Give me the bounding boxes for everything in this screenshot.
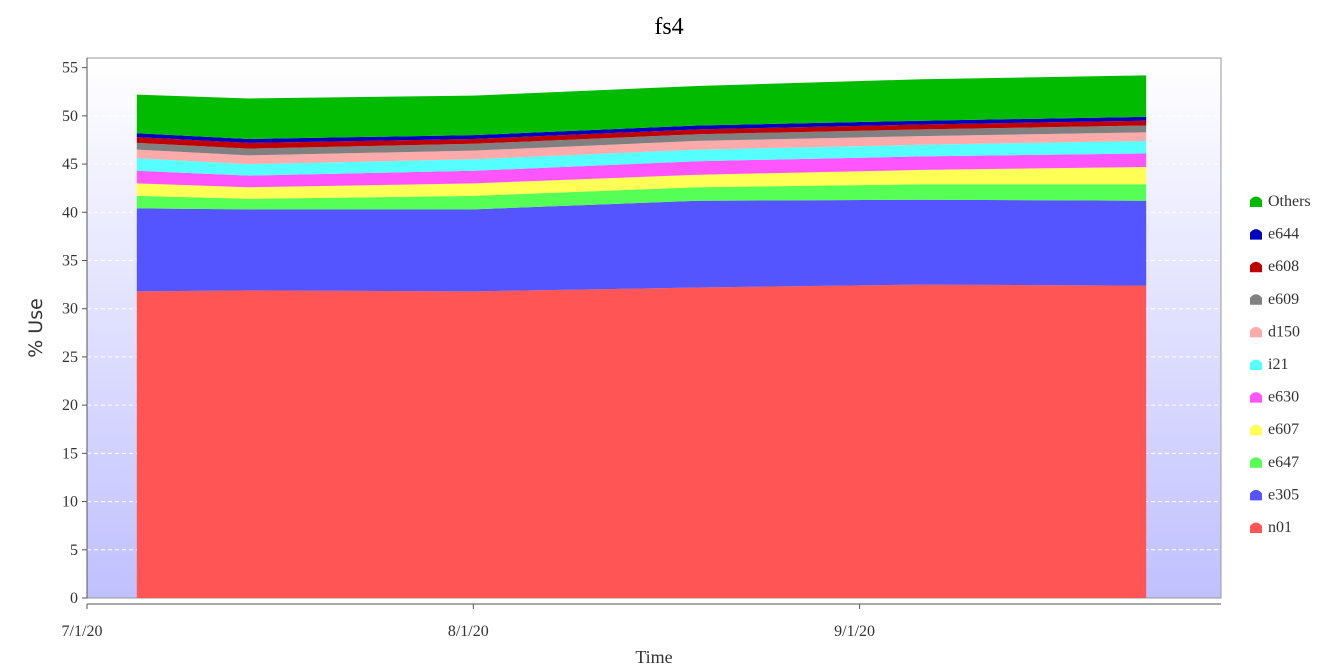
legend-item-e609: e609 <box>1250 291 1299 308</box>
legend-item-n01: n01 <box>1250 519 1292 536</box>
legend-swatch <box>1250 229 1262 240</box>
y-tick-label: 35 <box>62 253 78 270</box>
legend-swatch <box>1250 261 1262 273</box>
legend-item-e608: e608 <box>1250 258 1299 275</box>
legend-swatch <box>1250 392 1262 403</box>
x-axis: 7/1/20 8/1/20 9/1/20 <box>62 603 1221 640</box>
y-tick-label: 5 <box>70 542 78 559</box>
legend-label: i21 <box>1268 356 1288 373</box>
y-tick-label: 55 <box>62 60 78 77</box>
area-e305 <box>136 199 1147 292</box>
legend-label: n01 <box>1268 519 1292 536</box>
area-e607 <box>136 167 1147 199</box>
legend-swatch <box>1250 326 1262 338</box>
area-e630 <box>136 153 1147 188</box>
area-e647 <box>136 184 1147 210</box>
y-tick-label: 50 <box>62 108 78 125</box>
y-tick-label: 15 <box>62 445 78 462</box>
legend-item-e305: e305 <box>1250 486 1299 503</box>
legend-swatch <box>1250 457 1262 468</box>
legend-label: e630 <box>1268 389 1299 406</box>
y-tick-label: 45 <box>62 156 78 173</box>
data-areas <box>136 75 1147 598</box>
y-tick-label: 20 <box>62 397 78 414</box>
legend: Others e644 e608 e609 d150 i21 e630 e607 e647 e30… <box>1250 193 1311 536</box>
area-n01 <box>136 284 1147 598</box>
area-e608 <box>136 120 1147 149</box>
legend-label: e607 <box>1268 421 1299 438</box>
y-tick-label: 10 <box>62 494 78 511</box>
area-others <box>136 75 1147 139</box>
legend-swatch <box>1250 489 1262 501</box>
legend-swatch <box>1250 196 1262 207</box>
area-e609 <box>136 125 1147 156</box>
legend-item-e647: e647 <box>1250 454 1299 471</box>
x-tick-label: 7/1/20 <box>62 623 103 640</box>
x-tick-label: 9/1/20 <box>834 623 875 640</box>
y-tick-label: 0 <box>70 590 78 607</box>
area-e644 <box>136 116 1147 143</box>
y-axis-label: % Use <box>25 298 47 358</box>
area-d150 <box>136 132 1147 165</box>
legend-item-e607: e607 <box>1250 421 1299 438</box>
y-tick-label: 40 <box>62 204 78 221</box>
y-axis: 0 5 10 15 20 25 30 35 40 45 50 55 <box>62 58 88 607</box>
legend-item-others: Others <box>1250 193 1311 210</box>
y-tick-label: 30 <box>62 301 78 318</box>
legend-label: e609 <box>1268 291 1299 308</box>
legend-swatch <box>1250 359 1262 370</box>
legend-label: e305 <box>1268 486 1299 503</box>
x-tick-label: 8/1/20 <box>448 623 489 640</box>
x-axis-label: Time <box>635 647 672 667</box>
legend-item-e644: e644 <box>1250 226 1299 243</box>
legend-item-d150: d150 <box>1250 323 1300 340</box>
legend-swatch <box>1250 522 1262 533</box>
legend-label: e647 <box>1268 454 1299 471</box>
legend-swatch <box>1250 424 1262 436</box>
legend-label: Others <box>1268 193 1311 210</box>
legend-item-e630: e630 <box>1250 389 1299 406</box>
chart-title: fs4 <box>654 14 683 40</box>
legend-label: e608 <box>1268 258 1299 275</box>
y-tick-label: 25 <box>62 349 78 366</box>
legend-item-i21: i21 <box>1250 356 1288 373</box>
area-i21 <box>136 140 1147 176</box>
legend-swatch <box>1250 294 1262 305</box>
legend-label: d150 <box>1268 323 1300 340</box>
legend-label: e644 <box>1268 226 1299 243</box>
